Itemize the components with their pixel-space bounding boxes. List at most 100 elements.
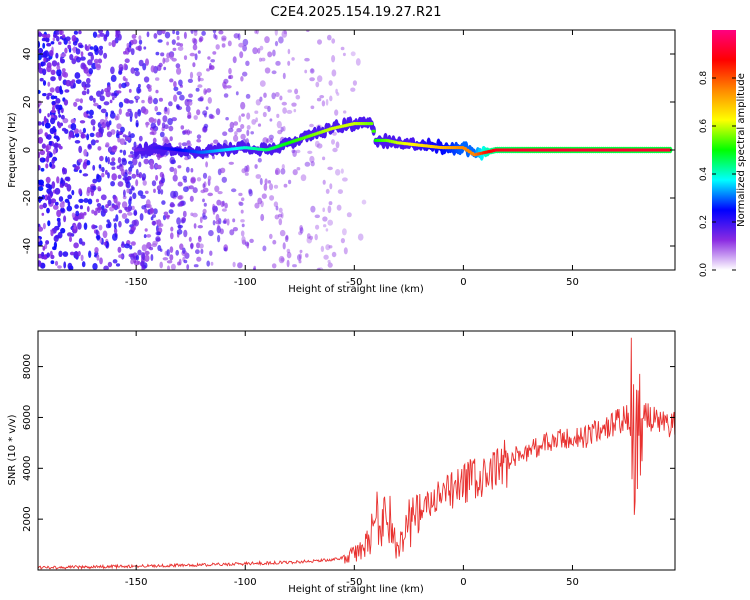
noise-blob: [263, 105, 270, 110]
noise-blob: [41, 212, 45, 216]
noise-blob: [74, 204, 79, 209]
noise-blob: [335, 169, 341, 176]
noise-blob: [222, 131, 228, 136]
noise-blob: [79, 98, 83, 104]
noise-blob: [60, 53, 67, 58]
noise-blob: [62, 251, 69, 257]
noise-blob: [188, 185, 194, 190]
noise-blob: [331, 251, 337, 258]
noise-blob: [291, 57, 295, 61]
noise-blob: [310, 105, 315, 110]
noise-blob: [124, 207, 128, 211]
noise-blob: [61, 68, 66, 73]
noise-blob: [57, 122, 62, 129]
noise-blob: [340, 238, 345, 244]
noise-blob: [229, 121, 235, 129]
noise-blob: [145, 58, 149, 66]
noise-blob: [96, 254, 100, 261]
noise-blob: [82, 173, 89, 177]
noise-blob: [118, 101, 124, 108]
noise-blob: [86, 88, 90, 95]
noise-blob: [159, 248, 163, 252]
noise-blob: [87, 59, 93, 66]
noise-blob: [196, 177, 202, 182]
noise-blob: [196, 256, 202, 262]
noise-blob: [242, 71, 248, 77]
noise-blob: [56, 65, 61, 70]
noise-blob: [73, 30, 78, 35]
noise-blob: [116, 90, 122, 94]
noise-blob: [291, 102, 297, 107]
noise-blob: [50, 117, 56, 125]
noise-blob: [131, 157, 138, 166]
noise-blob: [38, 186, 44, 192]
noise-blob: [71, 34, 77, 42]
noise-blob: [118, 70, 123, 75]
noise-blob: [115, 201, 121, 206]
noise-blob: [305, 253, 309, 258]
x-tick-label: -50: [346, 277, 362, 288]
noise-blob: [55, 104, 60, 110]
noise-blob: [88, 144, 92, 148]
noise-blob: [196, 109, 201, 116]
noise-blob: [175, 63, 181, 69]
noise-blob: [287, 89, 293, 93]
noise-blob: [309, 68, 315, 74]
noise-blob: [202, 208, 207, 214]
noise-blob: [69, 251, 75, 256]
noise-blob: [261, 57, 266, 62]
noise-blob: [163, 66, 167, 71]
noise-blob: [153, 208, 158, 215]
noise-blob: [150, 254, 154, 261]
noise-blob: [178, 201, 184, 207]
noise-blob: [176, 229, 183, 235]
noise-blob: [169, 246, 174, 254]
noise-blob: [203, 123, 209, 129]
noise-blob: [138, 161, 142, 168]
noise-blob: [38, 260, 42, 267]
noise-blob: [299, 227, 304, 234]
noise-blob: [129, 164, 134, 169]
noise-blob: [180, 125, 185, 130]
x-tick-label: 0: [460, 577, 466, 588]
noise-blob: [137, 109, 142, 117]
noise-blob: [128, 198, 132, 206]
noise-blob: [111, 173, 117, 181]
noise-blob: [154, 105, 158, 112]
noise-blob: [97, 58, 103, 64]
noise-blob: [241, 236, 246, 244]
noise-blob: [60, 227, 66, 234]
noise-blob: [187, 114, 192, 119]
noise-blob: [274, 40, 279, 47]
noise-blob: [168, 209, 174, 215]
noise-blob: [162, 115, 168, 123]
spectrogram-x-label: Height of straight line (km): [288, 284, 424, 295]
noise-blob: [164, 31, 171, 39]
noise-blob: [182, 247, 186, 254]
noise-blob: [331, 55, 336, 63]
noise-blob: [182, 130, 188, 134]
noise-blob: [105, 142, 110, 148]
noise-blob: [241, 197, 245, 202]
noise-blob: [47, 196, 51, 201]
noise-blob: [137, 190, 144, 197]
noise-blob: [279, 229, 286, 237]
noise-blob: [99, 155, 104, 162]
noise-blob: [51, 100, 56, 106]
noise-blob: [309, 235, 313, 240]
noise-blob: [64, 198, 70, 203]
noise-blob: [215, 44, 220, 50]
noise-blob: [56, 68, 62, 77]
noise-blob: [70, 118, 76, 124]
noise-blob: [53, 241, 58, 249]
noise-blob: [233, 134, 239, 142]
noise-blob: [213, 139, 219, 144]
noise-blob: [129, 111, 133, 119]
noise-blob: [228, 67, 232, 75]
noise-blob: [141, 99, 145, 104]
noise-blob: [278, 207, 283, 213]
noise-blob: [153, 118, 157, 124]
noise-blob: [212, 51, 217, 55]
noise-blob: [112, 204, 117, 209]
noise-blob: [139, 213, 144, 221]
